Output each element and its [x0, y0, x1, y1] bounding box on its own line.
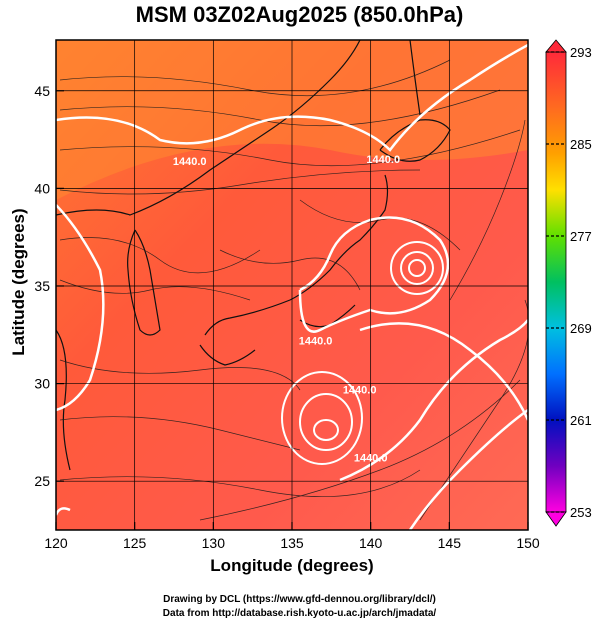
map-title: MSM 03Z02Aug2025 (850.0hPa) — [135, 2, 464, 27]
y-axis-label: Latitude (degrees) — [9, 208, 28, 356]
contour-label: 1440.0 — [343, 384, 377, 396]
y-tick-label: 45 — [34, 83, 50, 99]
x-tick-label: 135 — [280, 535, 304, 551]
contour-labels: 1440.0 1440.0 1440.0 1440.0 1440.0 — [173, 154, 400, 465]
x-tick-label: 150 — [516, 535, 540, 551]
x-tick-label: 125 — [123, 535, 147, 551]
y-tick-label: 35 — [34, 278, 50, 294]
x-axis-label: Longitude (degrees) — [210, 556, 374, 575]
contour-label: 1440.0 — [366, 154, 400, 166]
colorbar-tick-label: 285 — [570, 137, 592, 152]
contour-label: 1440.0 — [354, 453, 388, 465]
x-tick-label: 130 — [202, 535, 226, 551]
vortex-south — [281, 371, 363, 465]
y-tick-label: 40 — [34, 180, 50, 196]
colorbar: 293 285 277 269 261 253 — [545, 39, 592, 527]
streamlines — [59, 59, 528, 521]
vortex-north — [390, 241, 444, 295]
colorbar-tick-label: 293 — [570, 45, 592, 60]
colorbar-tick-label: 253 — [570, 505, 592, 520]
map-axes: 120 125 130 135 140 145 150 25 30 35 40 45 — [34, 83, 539, 551]
colorbar-gradient — [545, 51, 567, 513]
colorbar-tick-label: 269 — [570, 321, 592, 336]
credit-line-dcl: Drawing by DCL (https://www.gfd-dennou.o… — [163, 594, 436, 605]
coastlines — [56, 40, 451, 471]
colorbar-tick-label: 261 — [570, 413, 592, 428]
colorbar-top-arrow — [545, 39, 567, 53]
x-tick-label: 140 — [359, 535, 383, 551]
credit-line-data: Data from http://database.rish.kyoto-u.a… — [162, 608, 437, 619]
lat-lon-grid — [56, 40, 528, 530]
contour-label: 1440.0 — [299, 336, 333, 348]
colorbar-bottom-arrow — [545, 511, 567, 527]
colorbar-tick-label: 277 — [570, 229, 592, 244]
y-tick-label: 30 — [34, 376, 50, 392]
x-tick-label: 120 — [44, 535, 68, 551]
y-tick-label: 25 — [34, 473, 50, 489]
contour-label: 1440.0 — [173, 156, 207, 168]
x-tick-label: 145 — [438, 535, 462, 551]
